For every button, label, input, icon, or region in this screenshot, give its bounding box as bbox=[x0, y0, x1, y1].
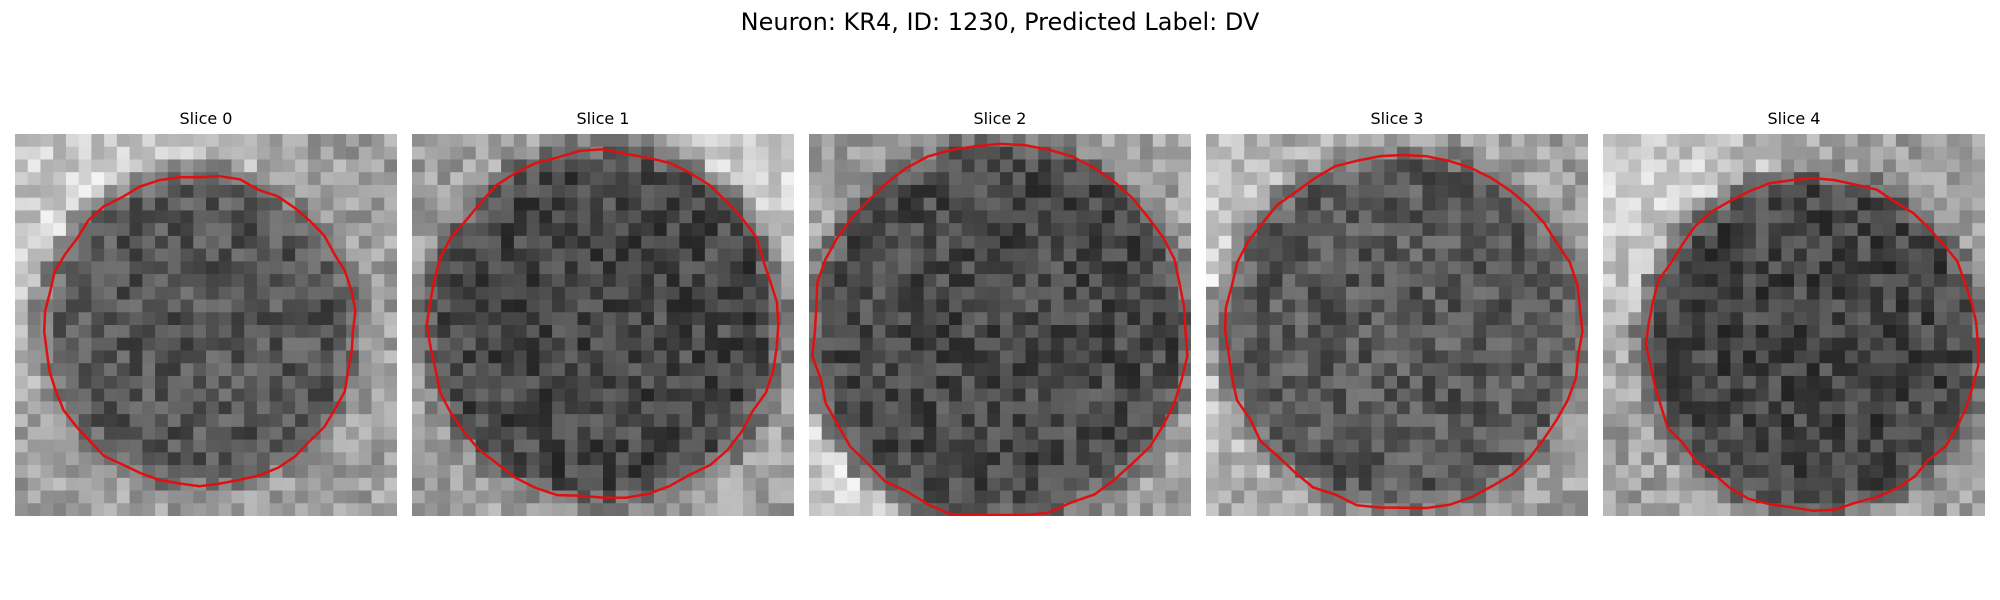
segmentation-contour bbox=[1644, 176, 1980, 512]
slice-1-title: Slice 1 bbox=[576, 109, 630, 128]
segmentation-contour bbox=[42, 175, 357, 488]
pixel-grid bbox=[1603, 134, 1985, 516]
figure-title: Neuron: KR4, ID: 1230, Predicted Label: … bbox=[740, 8, 1260, 36]
pixel-grid bbox=[15, 134, 397, 516]
slice-3-image bbox=[1206, 134, 1588, 516]
pixel-grid bbox=[412, 134, 794, 516]
pixel-grid bbox=[809, 134, 1191, 516]
slice-4-image bbox=[1603, 134, 1985, 516]
slice-2-title: Slice 2 bbox=[973, 109, 1027, 128]
segmentation-contour bbox=[425, 148, 780, 499]
segmentation-contour bbox=[1223, 153, 1584, 510]
slice-0-title: Slice 0 bbox=[179, 109, 233, 128]
segmentation-contour bbox=[811, 142, 1189, 516]
pixel-grid bbox=[1206, 134, 1588, 516]
slice-1-image bbox=[412, 134, 794, 516]
slice-2-image bbox=[809, 134, 1191, 516]
slice-4-title: Slice 4 bbox=[1767, 109, 1821, 128]
slice-0-image bbox=[15, 134, 397, 516]
slice-3-title: Slice 3 bbox=[1370, 109, 1424, 128]
